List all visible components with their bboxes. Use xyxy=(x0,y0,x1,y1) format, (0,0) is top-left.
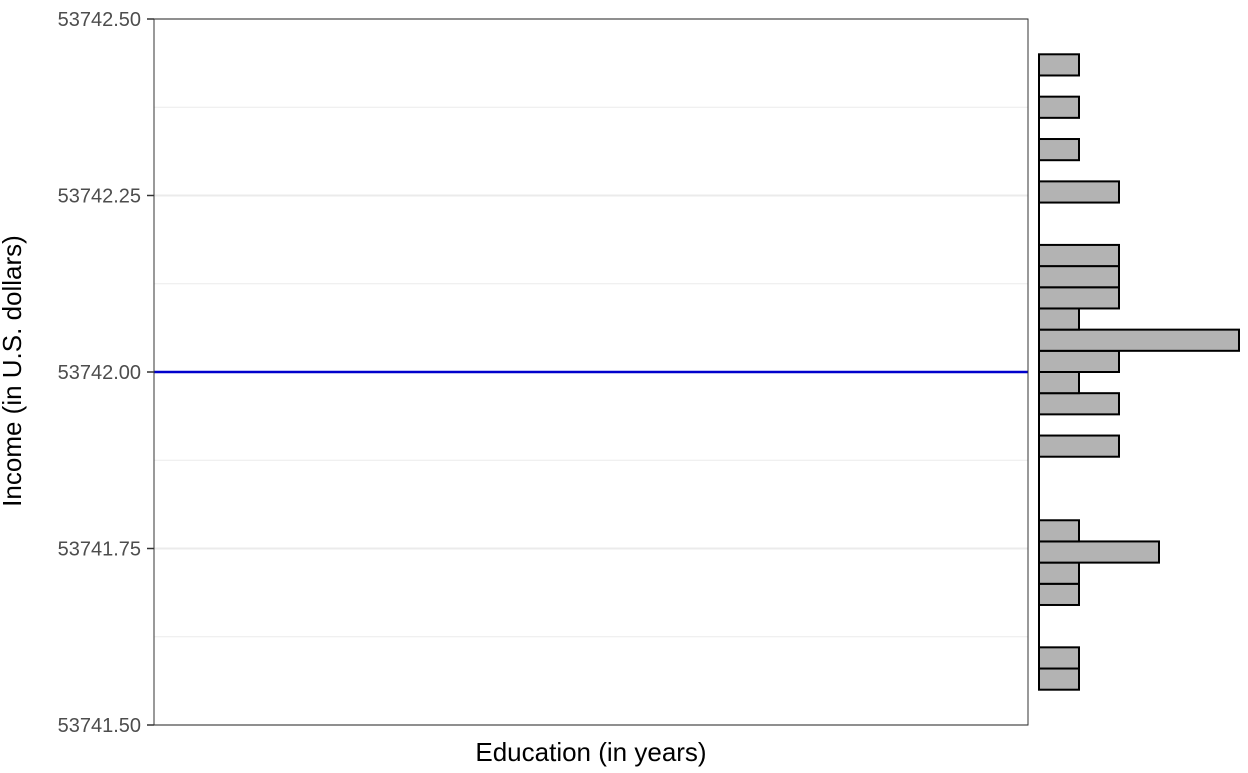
y-axis: 53741.50 53741.75 53742.00 53742.25 53742.50 xyxy=(58,9,154,737)
histogram-bar xyxy=(1038,53,1080,77)
histogram-bar xyxy=(1038,307,1080,331)
histogram-bar xyxy=(1038,328,1240,352)
histogram-bar xyxy=(1038,667,1080,691)
x-axis-label: Education (in years) xyxy=(475,737,706,767)
y-tick-label: 53741.75 xyxy=(58,539,141,561)
y-tick-label: 53742.25 xyxy=(58,186,141,208)
histogram-bar xyxy=(1038,265,1120,289)
histogram-bar xyxy=(1038,243,1120,268)
histogram-bar xyxy=(1038,392,1120,416)
histogram-bar xyxy=(1038,646,1080,670)
histogram-bar xyxy=(1038,519,1080,543)
marginal-histogram xyxy=(1038,53,1240,691)
histogram-bar xyxy=(1038,540,1160,564)
histogram-bar xyxy=(1038,349,1120,374)
y-axis-label: Income (in U.S. dollars) xyxy=(0,235,27,507)
y-tick-label: 53742.50 xyxy=(58,9,141,31)
y-tick-label: 53742.00 xyxy=(58,362,141,384)
histogram-bar xyxy=(1038,371,1080,395)
histogram-bar xyxy=(1038,95,1080,119)
histogram-bar xyxy=(1038,180,1120,204)
histogram-bar xyxy=(1038,582,1080,606)
histogram-bar xyxy=(1038,286,1120,310)
histogram-bar xyxy=(1038,434,1120,458)
histogram-bar xyxy=(1038,561,1080,585)
y-tick-label: 53741.50 xyxy=(58,715,141,737)
histogram-bar xyxy=(1038,138,1080,162)
